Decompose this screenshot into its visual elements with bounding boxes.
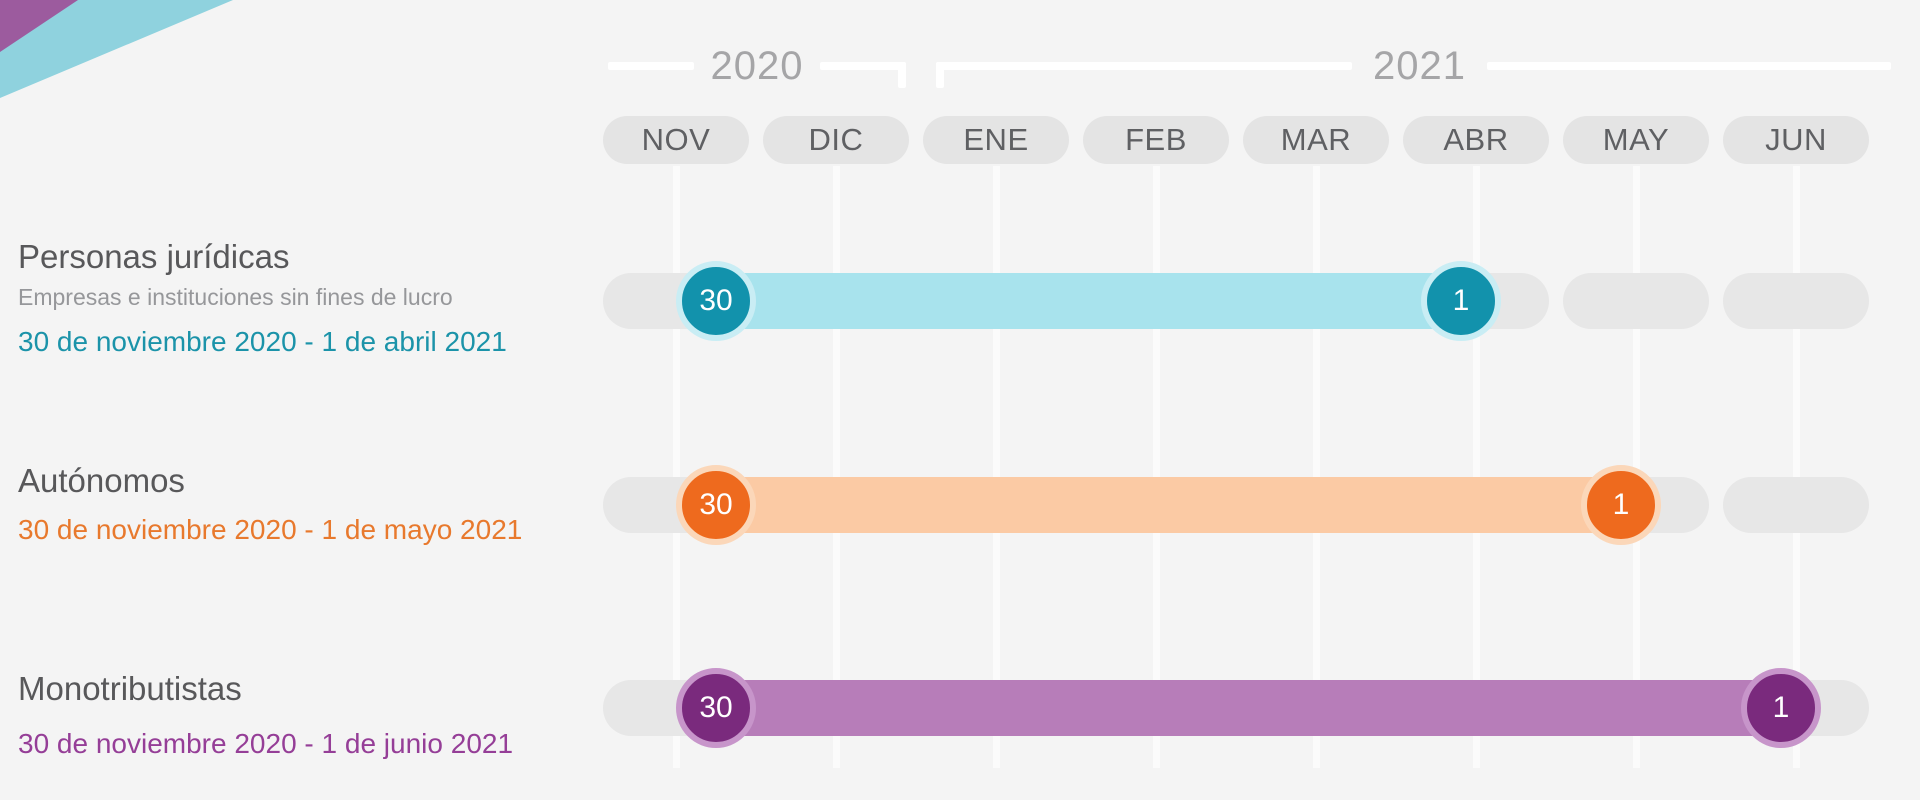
month-pill-mar: MAR xyxy=(1243,116,1389,164)
month-pill-feb: FEB xyxy=(1083,116,1229,164)
gridline-jun xyxy=(1792,166,1800,768)
corner-decoration xyxy=(0,0,233,98)
row-date-range-monotributistas: 30 de noviembre 2020 - 1 de junio 2021 xyxy=(18,728,514,759)
month-pill-jun: JUN xyxy=(1723,116,1869,164)
month-pill-nov: NOV xyxy=(603,116,749,164)
gridline-ene xyxy=(992,166,1000,768)
range-bar-monotributistas xyxy=(688,680,1809,736)
range-bar-personas-juridicas xyxy=(688,273,1489,329)
row-date-range-autonomos: 30 de noviembre 2020 - 1 de mayo 2021 xyxy=(18,514,523,545)
start-day-marker-autonomos: 30 xyxy=(676,465,756,545)
track-segment-personas-juridicas-jun xyxy=(1723,273,1869,329)
start-day-marker-personas-juridicas: 30 xyxy=(676,261,756,341)
purple-triangle-icon xyxy=(0,0,78,52)
gridline-mar xyxy=(1312,166,1320,768)
year-2021-bracket-start-tick xyxy=(936,62,944,88)
row-subtitle-personas-juridicas: Empresas e instituciones sin fines de lu… xyxy=(18,284,453,310)
year-2021-bracket-left xyxy=(936,62,1352,70)
row-title-autonomos: Autónomos xyxy=(18,462,185,499)
gridline-dic xyxy=(832,166,840,768)
month-pill-abr: ABR xyxy=(1403,116,1549,164)
range-bar-autonomos xyxy=(688,477,1649,533)
track-segment-personas-juridicas-may xyxy=(1563,273,1709,329)
start-day-marker-monotributistas: 30 xyxy=(676,668,756,748)
row-title-monotributistas: Monotributistas xyxy=(18,670,242,707)
gridline-feb xyxy=(1152,166,1160,768)
end-day-marker-monotributistas: 1 xyxy=(1741,668,1821,748)
month-pill-dic: DIC xyxy=(763,116,909,164)
end-day-marker-personas-juridicas: 1 xyxy=(1421,261,1501,341)
year-2020-bracket-end-tick xyxy=(898,62,906,88)
gridline-abr xyxy=(1472,166,1480,768)
year-2020-bracket-left xyxy=(608,62,694,70)
row-date-range-personas-juridicas: 30 de noviembre 2020 - 1 de abril 2021 xyxy=(18,326,507,357)
year-2020-bracket-right xyxy=(820,62,906,70)
year-label-2021: 2021 xyxy=(1373,44,1466,88)
year-2021-bracket-right xyxy=(1487,62,1891,70)
month-pill-may: MAY xyxy=(1563,116,1709,164)
month-pill-ene: ENE xyxy=(923,116,1069,164)
gridline-nov xyxy=(672,166,680,768)
year-label-2020: 2020 xyxy=(710,44,804,88)
track-segment-autonomos-jun xyxy=(1723,477,1869,533)
row-title-personas-juridicas: Personas jurídicas xyxy=(18,238,290,275)
end-day-marker-autonomos: 1 xyxy=(1581,465,1661,545)
teal-triangle-icon xyxy=(0,0,233,98)
